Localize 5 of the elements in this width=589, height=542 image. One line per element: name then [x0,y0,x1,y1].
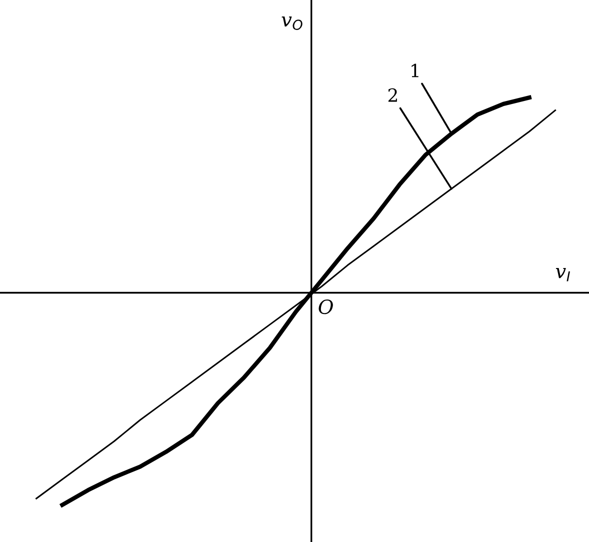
x-axis-title: v$_{I}$ [556,268,570,282]
y-axis-title: v$_{O}$ [282,16,302,30]
annotation: O [318,299,333,314]
text: 2 [388,88,397,102]
text: 1 [412,64,418,78]
